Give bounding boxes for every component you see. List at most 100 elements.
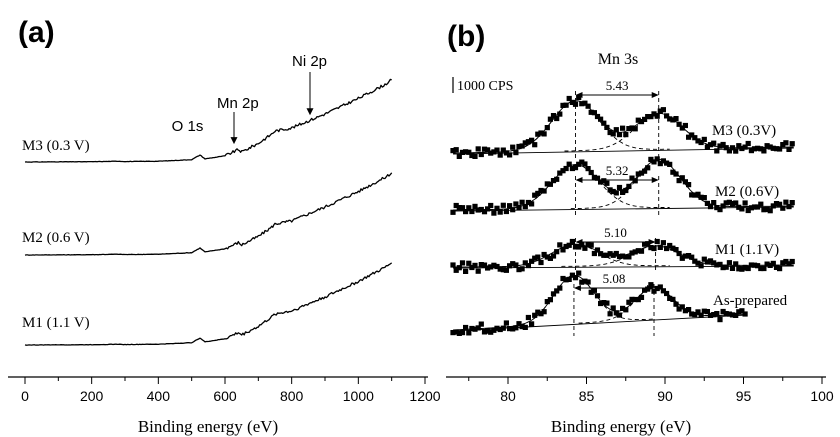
data-point (786, 204, 792, 210)
data-point (604, 252, 610, 258)
data-point (535, 309, 541, 315)
data-point (733, 200, 739, 206)
data-point (761, 207, 767, 213)
panel-b-ticks: 80 85 90 95 100 (468, 377, 834, 404)
data-point (491, 210, 497, 216)
x-tick-label: 800 (280, 388, 304, 404)
data-point (770, 260, 776, 266)
data-point (478, 262, 484, 268)
data-point (532, 192, 538, 198)
data-point (494, 147, 500, 153)
data-point (789, 258, 795, 265)
data-point (594, 293, 601, 299)
data-point (648, 245, 654, 251)
x-tick-label: 100 (810, 388, 834, 404)
data-point (485, 206, 491, 212)
mn3s-trace: 5.08 (450, 270, 748, 336)
data-point (623, 132, 629, 138)
data-point (613, 310, 619, 316)
data-point (582, 161, 588, 167)
data-point (736, 309, 742, 315)
data-point (682, 308, 688, 314)
data-point (673, 301, 679, 307)
data-point (576, 270, 582, 276)
data-point (723, 200, 729, 206)
data-point (616, 184, 623, 191)
data-point (686, 307, 692, 313)
panel-a-x-axis-title: Binding energy (eV) (138, 417, 278, 436)
data-point (572, 275, 579, 281)
data-point (660, 107, 666, 113)
data-point (497, 209, 503, 215)
data-point (673, 116, 679, 122)
data-point (588, 109, 594, 115)
series-label: M2 (0.6V) (715, 184, 779, 200)
panel-b-title: Mn 3s (598, 51, 638, 68)
data-point (698, 263, 704, 269)
data-point (598, 300, 604, 307)
data-point (773, 201, 780, 207)
data-point (538, 130, 544, 136)
data-point (607, 187, 613, 193)
data-point (516, 267, 522, 273)
data-point (538, 259, 544, 266)
data-point (525, 139, 531, 145)
data-point (632, 178, 638, 184)
splitting-value: 5.43 (606, 78, 629, 93)
data-point (560, 275, 566, 282)
data-point (758, 265, 764, 272)
data-point (780, 260, 786, 266)
data-point (591, 110, 597, 116)
data-point (463, 209, 469, 215)
data-point (456, 330, 462, 336)
data-point (704, 259, 710, 265)
arrowhead-right (647, 285, 655, 291)
data-point (481, 146, 488, 152)
data-point (679, 125, 685, 131)
data-point (563, 243, 569, 250)
data-point (522, 204, 528, 210)
data-point (607, 311, 613, 317)
data-point (550, 253, 557, 259)
data-point (717, 143, 723, 149)
data-point (516, 321, 522, 327)
data-point (541, 309, 547, 315)
data-point (664, 245, 670, 252)
data-point (485, 147, 491, 153)
data-point (717, 261, 723, 267)
annotation-mn2p: Mn 2p (217, 95, 259, 112)
data-point (554, 115, 560, 122)
annotation-ni2p: Ni 2p (292, 53, 327, 70)
data-point (695, 191, 701, 197)
data-point (510, 207, 516, 213)
data-point (667, 295, 673, 301)
data-point (701, 195, 707, 201)
annotation-o1s: O 1s (172, 118, 204, 135)
x-tick-label: 600 (213, 388, 237, 404)
data-point (529, 321, 535, 327)
data-point (497, 326, 503, 333)
arrowhead-ni2p (306, 108, 314, 116)
data-point (695, 138, 701, 144)
data-point (610, 131, 616, 137)
panel-b-label: (b) (447, 20, 485, 53)
data-point (642, 241, 648, 247)
background-line (453, 314, 747, 332)
data-point (613, 127, 619, 133)
data-point (522, 260, 528, 266)
data-point (585, 279, 591, 285)
data-point (472, 262, 478, 268)
data-point (755, 263, 761, 269)
splitting-value: 5.32 (606, 163, 629, 178)
data-point (507, 326, 513, 332)
data-point (645, 165, 651, 171)
data-point (535, 190, 541, 196)
data-point (610, 188, 616, 195)
data-point (701, 256, 707, 262)
data-point (689, 254, 695, 260)
data-point (613, 250, 619, 257)
data-point (538, 311, 544, 317)
data-point (729, 201, 736, 207)
data-point (519, 199, 525, 205)
series-label: M2 (0.6 V) (22, 230, 90, 246)
